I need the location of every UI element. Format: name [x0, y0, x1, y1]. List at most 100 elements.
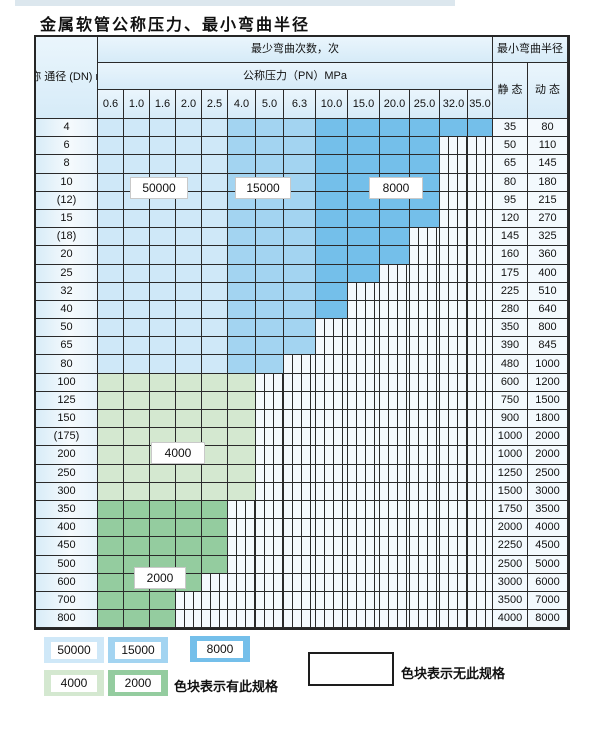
spec-cell — [98, 537, 124, 556]
pressure-tick: 4.0 — [228, 90, 256, 119]
spec-cell — [348, 446, 380, 465]
dn-label: 800 — [36, 610, 98, 629]
spec-cell — [284, 500, 316, 520]
spec-cell — [380, 373, 410, 392]
spec-cell — [98, 355, 124, 374]
dn-label: 8 — [36, 155, 98, 174]
static-value: 750 — [493, 391, 528, 410]
spec-cell — [380, 428, 410, 447]
spec-cell — [202, 591, 228, 611]
spec-cell — [410, 319, 440, 338]
spec-cell — [98, 282, 124, 301]
spec-cell — [124, 410, 150, 429]
spec-cell — [228, 373, 256, 392]
spec-cell — [228, 500, 256, 520]
spec-cell — [440, 610, 468, 629]
spec-cell — [348, 555, 380, 574]
spec-cell — [468, 282, 493, 301]
spec-cell — [124, 300, 150, 320]
spec-cell — [284, 591, 316, 611]
spec-cell — [468, 464, 493, 483]
spec-cell — [228, 519, 256, 538]
spec-cell — [98, 428, 124, 447]
static-value: 65 — [493, 155, 528, 174]
dynamic-header: 动 态 — [528, 63, 568, 119]
dynamic-value: 325 — [528, 228, 568, 247]
pressure-tick: 2.5 — [202, 90, 228, 119]
spec-cell — [440, 464, 468, 483]
spec-cell — [98, 319, 124, 338]
spec-cell — [468, 428, 493, 447]
spec-cell — [316, 555, 348, 574]
spec-cell — [256, 591, 284, 611]
spec-cell — [228, 537, 256, 556]
spec-cell — [176, 482, 202, 501]
spec-cell — [284, 228, 316, 247]
spec-cell — [176, 137, 202, 156]
spec-cell — [256, 482, 284, 501]
legend-swatch-label: 2000 — [115, 674, 161, 692]
spec-cell — [440, 446, 468, 465]
spec-cell — [150, 373, 176, 392]
spec-cell — [256, 155, 284, 174]
no-spec-swatch — [308, 652, 394, 686]
dn-label: 700 — [36, 591, 98, 611]
static-value: 390 — [493, 337, 528, 356]
spec-cell — [284, 246, 316, 265]
spec-cell — [124, 591, 150, 611]
spec-cell — [316, 119, 348, 138]
spec-cell — [348, 137, 380, 156]
spec-cell — [316, 155, 348, 174]
spec-cell — [98, 246, 124, 265]
spec-cell — [284, 573, 316, 592]
static-value: 95 — [493, 191, 528, 210]
spec-cell — [228, 410, 256, 429]
spec-cell — [440, 155, 468, 174]
spec-cell — [124, 137, 150, 156]
spec-cell — [150, 337, 176, 356]
spec-cell — [410, 555, 440, 574]
spec-cell — [348, 264, 380, 283]
spec-cell — [410, 482, 440, 501]
spec-cell — [284, 519, 316, 538]
spec-cell — [228, 337, 256, 356]
spec-cell — [380, 264, 410, 283]
spec-cell — [410, 519, 440, 538]
spec-cell — [410, 300, 440, 320]
spec-cell — [150, 591, 176, 611]
spec-cell — [348, 209, 380, 229]
dn-label: 40 — [36, 300, 98, 320]
spec-cell — [228, 591, 256, 611]
spec-cell — [202, 500, 228, 520]
spec-cell — [176, 410, 202, 429]
spec-cell — [124, 464, 150, 483]
spec-cell — [348, 246, 380, 265]
static-value: 3500 — [493, 591, 528, 611]
spec-cell — [468, 246, 493, 265]
spec-cell — [124, 264, 150, 283]
spec-cell — [228, 300, 256, 320]
spec-cell — [440, 482, 468, 501]
spec-cell — [284, 482, 316, 501]
spec-cell — [228, 319, 256, 338]
spec-cell — [440, 319, 468, 338]
spec-cell — [256, 410, 284, 429]
dn-label: 350 — [36, 500, 98, 520]
hose-spec-table: 公称 通径 (DN) mm最少弯曲次数，次最小弯曲半径公称压力（PN）MPa静 … — [34, 35, 570, 631]
spec-cell — [380, 391, 410, 410]
spec-cell — [316, 191, 348, 210]
spec-cell — [468, 209, 493, 229]
spec-cell — [256, 610, 284, 629]
dynamic-value: 80 — [528, 119, 568, 138]
dn-label: 65 — [36, 337, 98, 356]
spec-cell — [348, 500, 380, 520]
spec-cell — [440, 573, 468, 592]
static-value: 4000 — [493, 610, 528, 629]
spec-cell — [316, 591, 348, 611]
spec-cell — [124, 228, 150, 247]
pressure-tick: 32.0 — [440, 90, 468, 119]
spec-cell — [202, 173, 228, 192]
spec-cell — [410, 246, 440, 265]
spec-cell — [228, 355, 256, 374]
spec-cell — [440, 373, 468, 392]
